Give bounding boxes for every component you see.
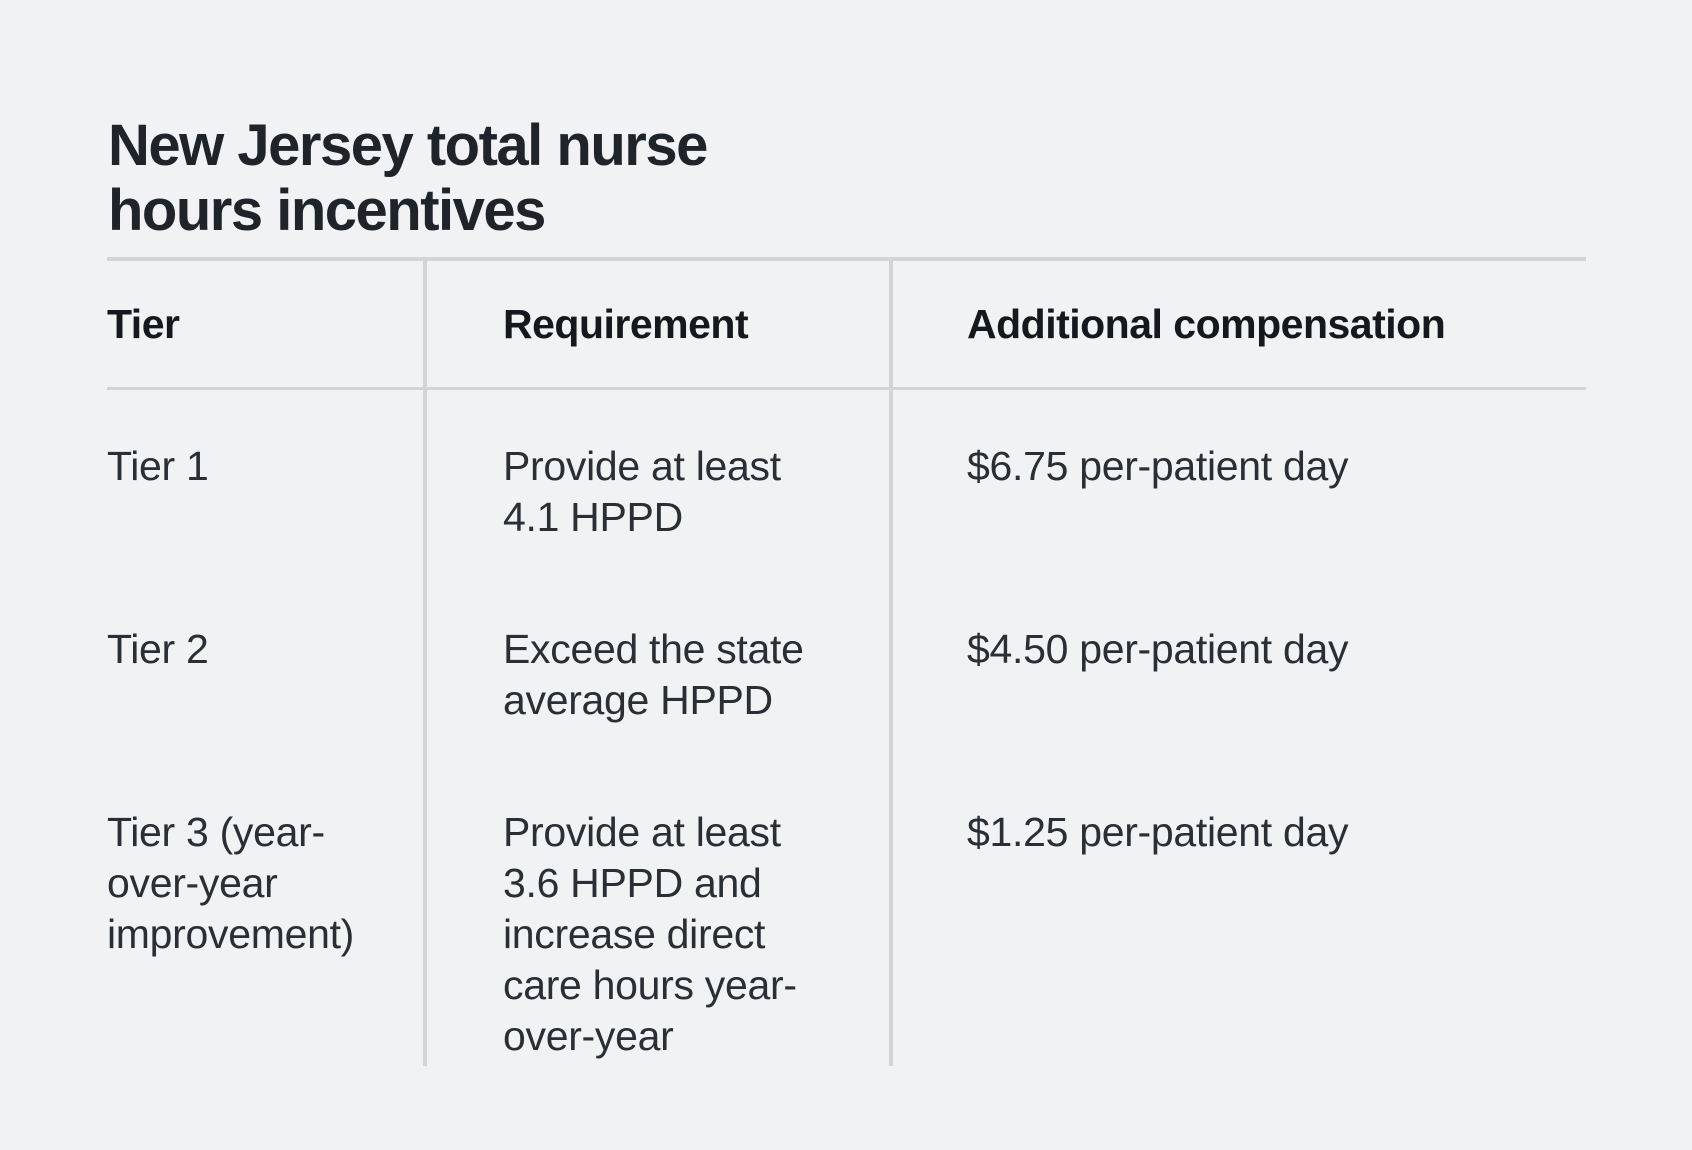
cell-requirement-1: Provide at least 4.1 HPPD bbox=[423, 390, 889, 573]
header-cell-additional-compensation: Additional compensation bbox=[889, 261, 1586, 390]
cell-tier-2: Tier 2 bbox=[107, 626, 209, 672]
cell-tier-1: Tier 1 bbox=[107, 443, 209, 489]
cell-requirement-3: Provide at least 3.6 HPPD and increase d… bbox=[423, 756, 889, 1066]
header-cell-tier: Tier bbox=[107, 261, 423, 390]
cell-requirement-2: Exceed the state average HPPD bbox=[423, 573, 889, 756]
header-cell-requirement: Requirement bbox=[423, 261, 889, 390]
page-title: New Jersey total nurse hours incentives bbox=[108, 112, 708, 243]
cell-compensation-3: $1.25 per-patient day bbox=[889, 756, 1586, 1066]
cell-compensation-2: $4.50 per-patient day bbox=[889, 573, 1586, 756]
cell-compensation-1: $6.75 per-patient day bbox=[889, 390, 1586, 573]
incentives-table: Tier Requirement Additional compensation… bbox=[107, 257, 1586, 1066]
cell-tier-3: Tier 3 (year-over-year improvement) bbox=[107, 809, 355, 957]
